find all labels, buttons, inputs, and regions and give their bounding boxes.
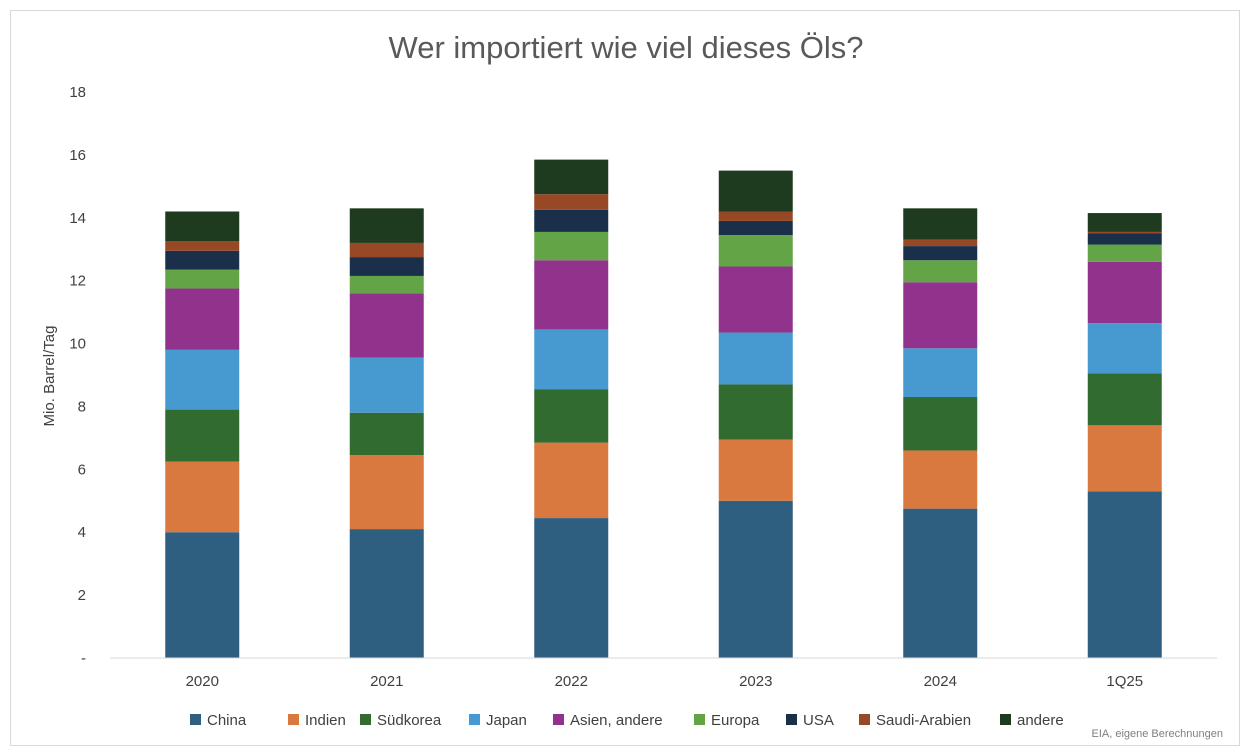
y-tick-label: 14 [69,210,86,227]
y-tick-label: - [81,650,86,667]
bar-segment [349,275,424,294]
legend-label: Asien, andere [570,712,663,729]
bar-segment [1087,233,1162,245]
y-axis-label: Mio. Barrel/Tag [41,326,58,427]
x-tick-label: 2022 [555,673,588,690]
bar-segment [534,442,609,519]
bar-segment [903,450,978,509]
bar-segment [534,329,609,390]
bar-segment [534,389,609,443]
bar-segment [1087,231,1162,234]
bar-segment [349,257,424,276]
legend-label: China [207,712,247,729]
bar-segment [1087,373,1162,426]
bar-series-group [165,159,1162,658]
y-tick-label: 12 [69,273,86,290]
source-note: EIA, eigene Berechnungen [1092,728,1224,740]
bar-segment [534,260,609,330]
bar-segment [349,293,424,358]
bar-segment [1087,244,1162,262]
bar-segment [903,246,978,261]
y-tick-label: 4 [78,524,86,541]
bar-segment [534,231,609,261]
y-tick-label: 6 [78,461,86,478]
bar-segment [349,208,424,243]
y-tick-label: 8 [78,398,86,415]
bar-segment [1087,323,1162,374]
y-tick-label: 2 [78,587,86,604]
bar-segment [1087,491,1162,658]
legend-swatch [190,714,201,725]
legend-label: Japan [486,712,527,729]
x-tick-label: 1Q25 [1106,673,1143,690]
bar-segment [534,518,609,658]
legend-label: Indien [305,712,346,729]
bar-segment [165,461,240,533]
bar-segment [903,508,978,658]
bar-segment [349,242,424,258]
bar-segment [718,220,793,236]
legend-label: Saudi-Arabien [876,712,971,729]
bar-segment [534,209,609,232]
legend-swatch [694,714,705,725]
bar-segment [165,532,240,658]
legend-swatch [859,714,870,725]
bar-segment [903,208,978,240]
x-tick-label: 2023 [739,673,772,690]
bar-segment [165,211,240,242]
chart-title: Wer importiert wie viel dieses Öls? [389,30,864,65]
bar-segment [349,357,424,413]
bar-segment [718,211,793,221]
y-tick-label: 18 [69,84,86,101]
legend-swatch [469,714,480,725]
bar-segment [718,384,793,440]
bar-segment [165,250,240,270]
bar-segment [718,170,793,212]
bar-segment [718,332,793,385]
bar-segment [903,239,978,247]
bar-segment [534,194,609,210]
legend-swatch [1000,714,1011,725]
x-tick-label: 2021 [370,673,403,690]
legend-swatch [288,714,299,725]
bar-segment [718,500,793,658]
bar-segment [718,266,793,333]
x-axis-ticks: 2020 2021 2022 2023 2024 1Q25 [186,673,1144,690]
bar-segment [718,439,793,501]
legend-swatch [786,714,797,725]
legend: China Indien Südkorea Japan Asien, andere Eur… [190,712,1064,729]
bar-segment [349,412,424,456]
bar-segment [1087,425,1162,492]
x-tick-label: 2020 [186,673,219,690]
bar-segment [165,409,240,462]
bar-segment [903,397,978,451]
legend-swatch [360,714,371,725]
y-tick-label: 16 [69,147,86,164]
legend-label: Europa [711,712,760,729]
bar-segment [534,159,609,195]
bar-segment [903,260,978,283]
legend-swatch [553,714,564,725]
bar-segment [1087,261,1162,324]
bar-segment [903,282,978,349]
bar-segment [903,348,978,398]
bar-segment [165,349,240,410]
bar-segment [349,455,424,530]
bar-segment [349,529,424,658]
y-axis-ticks: - 2 4 6 8 10 12 14 16 18 [69,84,86,667]
bar-segment [718,235,793,267]
legend-label: USA [803,712,834,729]
x-tick-label: 2024 [924,673,957,690]
legend-label: andere [1017,712,1064,729]
bar-segment [165,288,240,350]
bar-segment [165,241,240,251]
bar-segment [1087,213,1162,232]
bar-segment [165,269,240,289]
y-tick-label: 10 [69,336,86,353]
legend-label: Südkorea [377,712,442,729]
